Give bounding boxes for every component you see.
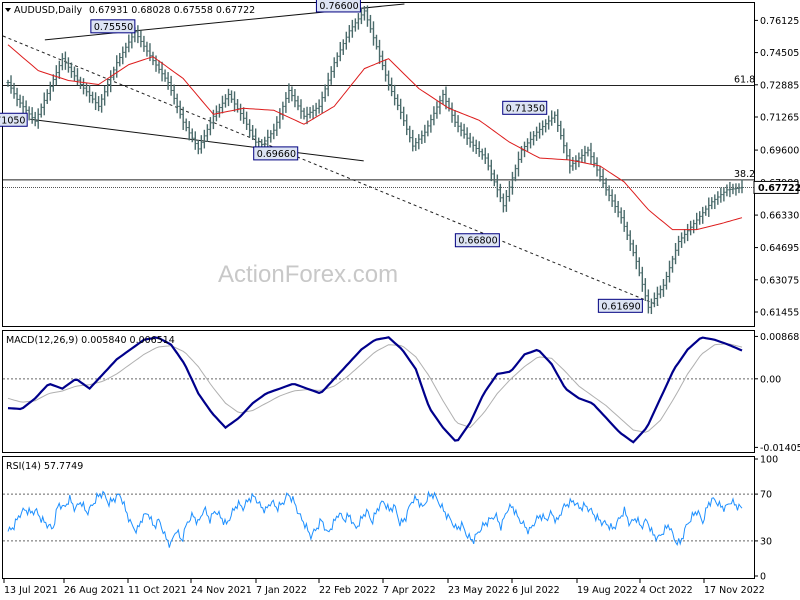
macd-title: MACD(12,26,9) 0.005840 0.006514 [6,335,175,346]
price-axis-label: 0.66330 [760,211,799,222]
price-annotation-box [253,146,299,161]
price-axis-label: 0.71265 [760,112,799,123]
price-annotation-label: 0.66800 [458,236,497,247]
price-annotations: 0.71050 0.75550 0.69660 0.76600 0.66800 0.713… [0,0,643,313]
x-axis-label: 11 Oct 2021 [128,585,187,596]
price-axis-label: 0.76125 [760,16,799,27]
price-annotation-label: 0.75550 [94,22,133,33]
x-axis-label: 17 Nov 2022 [704,585,765,596]
price-annotation-box [597,298,643,313]
moving-average-line [7,44,743,231]
price-annotation-box [0,112,28,127]
price-annotation-label: 0.76600 [319,1,358,12]
macd-axis-label: 0.008687 [760,332,800,343]
price-annotation-label: 0.69660 [257,149,296,160]
rsi-panel-frame [2,456,755,579]
dotted-trendline [2,35,659,306]
x-axis-label: 13 Jul 2021 [4,585,58,596]
x-axis-label: 4 Oct 2022 [640,585,693,596]
price-axis-label: 0.69600 [760,146,799,157]
x-axis-label: 19 Aug 2022 [577,585,638,596]
price-axis-label: 0.61455 [760,307,799,318]
x-axis-label: 6 Jul 2022 [512,585,560,596]
price-annotation-box [454,233,500,248]
price-bars [6,5,744,315]
symbol-label: AUDUSD,Daily [14,5,83,16]
price-axis: 0.761250.745050.728850.712650.696000.679… [753,16,800,318]
price-annotation-box [502,100,548,115]
current-price-box [753,180,799,194]
rsi-axis-label: 70 [760,490,772,501]
price-axis-label: 0.64695 [760,243,799,254]
rsi-axis-label: 100 [760,455,778,466]
macd-axis-label: 0.00 [760,374,781,385]
dropdown-triangle-icon[interactable] [5,8,11,12]
x-axis-label: 24 Nov 2021 [191,585,252,596]
x-axis-label: 22 Feb 2022 [319,585,378,596]
fib-level-label: 61.8 [734,74,755,85]
x-axis: 13 Jul 2021 26 Aug 2021 11 Oct 2021 24 Nov … [3,579,765,596]
price-level-lines: 61.8 38.2 [3,74,755,188]
x-axis-label: 26 Aug 2021 [64,585,125,596]
x-axis-label: 7 Jan 2022 [256,585,307,596]
fib-level-label: 38.2 [734,169,755,180]
price-panel-frame [2,2,755,327]
price-axis-label: 0.74505 [760,48,799,59]
ohlc-values: 0.67931 0.68028 0.67558 0.67722 [89,5,255,16]
macd-line [7,336,743,444]
rsi-title: RSI(14) 57.7749 [6,461,83,472]
price-annotation-label: 0.61690 [601,301,640,312]
current-price-label: 0.67722 [758,183,800,194]
rsi-axis-label: 30 [760,536,772,547]
price-annotation-label: 0.71050 [0,115,25,126]
price-axis-label: 0.72885 [760,80,799,91]
macd-axis-label: -0.014056 [760,443,800,454]
macd-layer: 0.008687 0.00 -0.014056 [3,332,800,454]
macd-panel-frame [2,330,755,453]
price-annotation-label: 0.71350 [506,103,545,114]
x-axis-label: 7 Apr 2022 [383,585,436,596]
rsi-layer: 100 70 30 0 [3,455,778,583]
price-axis-label: 0.63075 [760,275,799,286]
lower-trendline [30,118,364,162]
watermark-text: ActionForex.com [218,261,398,288]
rsi-axis-label: 0 [760,572,766,583]
rsi-line [7,490,743,548]
macd-signal-line [7,343,743,433]
price-annotation-box [90,19,136,34]
x-axis-label: 23 May 2022 [448,585,510,596]
price-annotation-box [315,0,361,13]
